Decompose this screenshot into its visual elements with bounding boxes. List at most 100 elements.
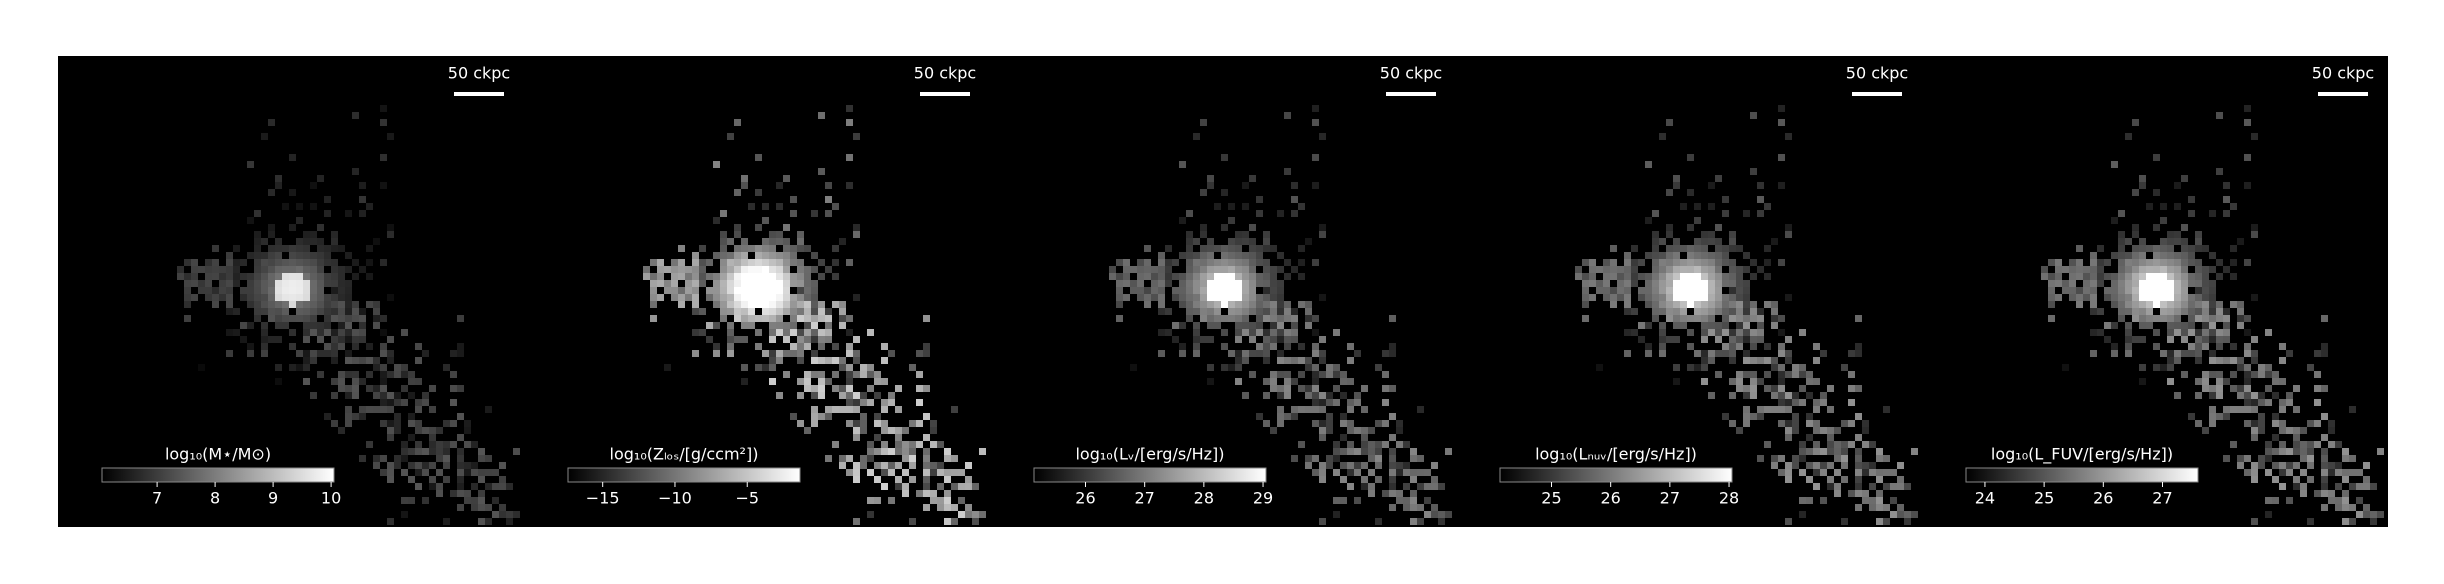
pixel — [2321, 413, 2328, 420]
pixel — [366, 203, 373, 210]
pixel — [1764, 406, 1771, 413]
pixel — [741, 182, 748, 189]
pixel — [1277, 252, 1284, 259]
pixel — [1764, 441, 1771, 448]
pixel — [2293, 427, 2300, 434]
pixel — [2237, 462, 2244, 469]
pixel — [2104, 322, 2111, 329]
pixel — [233, 259, 240, 266]
pixel — [1235, 280, 1242, 287]
pixel — [464, 497, 471, 504]
pixel — [2244, 455, 2251, 462]
pixel — [755, 315, 762, 322]
pixel — [1617, 266, 1624, 273]
pixel — [1249, 224, 1256, 231]
colorbar-tick-label: 29 — [1253, 489, 1273, 508]
pixel — [1347, 343, 1354, 350]
pixel — [958, 511, 965, 518]
pixel — [443, 448, 450, 455]
pixel — [1771, 385, 1778, 392]
pixel — [191, 266, 198, 273]
pixel — [2216, 259, 2223, 266]
pixel — [1319, 371, 1326, 378]
pixel — [1298, 259, 1305, 266]
pixel — [1722, 315, 1729, 322]
pixel — [429, 483, 436, 490]
pixel — [387, 371, 394, 378]
pixel — [366, 301, 373, 308]
pixel — [1382, 385, 1389, 392]
colorbar-tick-label: 26 — [1075, 489, 1095, 508]
pixel — [2174, 252, 2181, 259]
pixel — [1361, 462, 1368, 469]
pixel — [762, 266, 769, 273]
pixel — [1270, 336, 1277, 343]
pixel — [1263, 343, 1270, 350]
pixel — [1673, 266, 1680, 273]
pixel — [1438, 511, 1445, 518]
pixel — [1291, 329, 1298, 336]
pixel — [727, 301, 734, 308]
pixel — [1221, 259, 1228, 266]
pixel — [261, 273, 268, 280]
pixel — [1340, 497, 1347, 504]
pixel — [485, 483, 492, 490]
pixel — [1214, 315, 1221, 322]
pixel — [247, 280, 254, 287]
pixel — [853, 350, 860, 357]
pixel — [755, 294, 762, 301]
pixel — [1687, 343, 1694, 350]
pixel — [790, 259, 797, 266]
pixel — [1368, 455, 1375, 462]
pixel — [727, 350, 734, 357]
pixel — [1207, 238, 1214, 245]
pixel — [275, 301, 282, 308]
pixel — [972, 518, 979, 525]
pixel — [2160, 308, 2167, 315]
pixel — [741, 266, 748, 273]
pixel — [1813, 448, 1820, 455]
pixel — [1743, 413, 1750, 420]
pixel — [422, 462, 429, 469]
pixel — [1764, 343, 1771, 350]
pixel — [1291, 266, 1298, 273]
pixel — [1165, 329, 1172, 336]
pixel — [1130, 287, 1137, 294]
pixel — [1354, 392, 1361, 399]
pixel — [1869, 469, 1876, 476]
pixel — [324, 301, 331, 308]
pixel — [2195, 392, 2202, 399]
pixel — [1144, 287, 1151, 294]
pixel — [790, 252, 797, 259]
pixel — [198, 266, 205, 273]
pixel — [783, 336, 790, 343]
pixel — [1200, 294, 1207, 301]
pixel — [790, 343, 797, 350]
pixel — [1410, 476, 1417, 483]
pixel — [909, 441, 916, 448]
colorbar-tick-label: 8 — [210, 489, 220, 508]
pixel — [1785, 469, 1792, 476]
pixel — [478, 497, 485, 504]
pixel — [1911, 448, 1918, 455]
pixel — [685, 273, 692, 280]
pixel — [1319, 469, 1326, 476]
pixel — [1228, 315, 1235, 322]
pixel — [2251, 133, 2258, 140]
pixel — [685, 266, 692, 273]
pixel — [1757, 329, 1764, 336]
pixel — [345, 420, 352, 427]
pixel — [790, 322, 797, 329]
pixel — [2209, 406, 2216, 413]
pixel — [254, 280, 261, 287]
pixel — [1403, 497, 1410, 504]
pixel — [1284, 371, 1291, 378]
pixel — [2202, 308, 2209, 315]
pixel — [867, 371, 874, 378]
pixel — [1785, 406, 1792, 413]
pixel — [909, 420, 916, 427]
pixel — [1228, 294, 1235, 301]
pixel — [1445, 511, 1452, 518]
pixel — [422, 392, 429, 399]
pixel — [1652, 315, 1659, 322]
